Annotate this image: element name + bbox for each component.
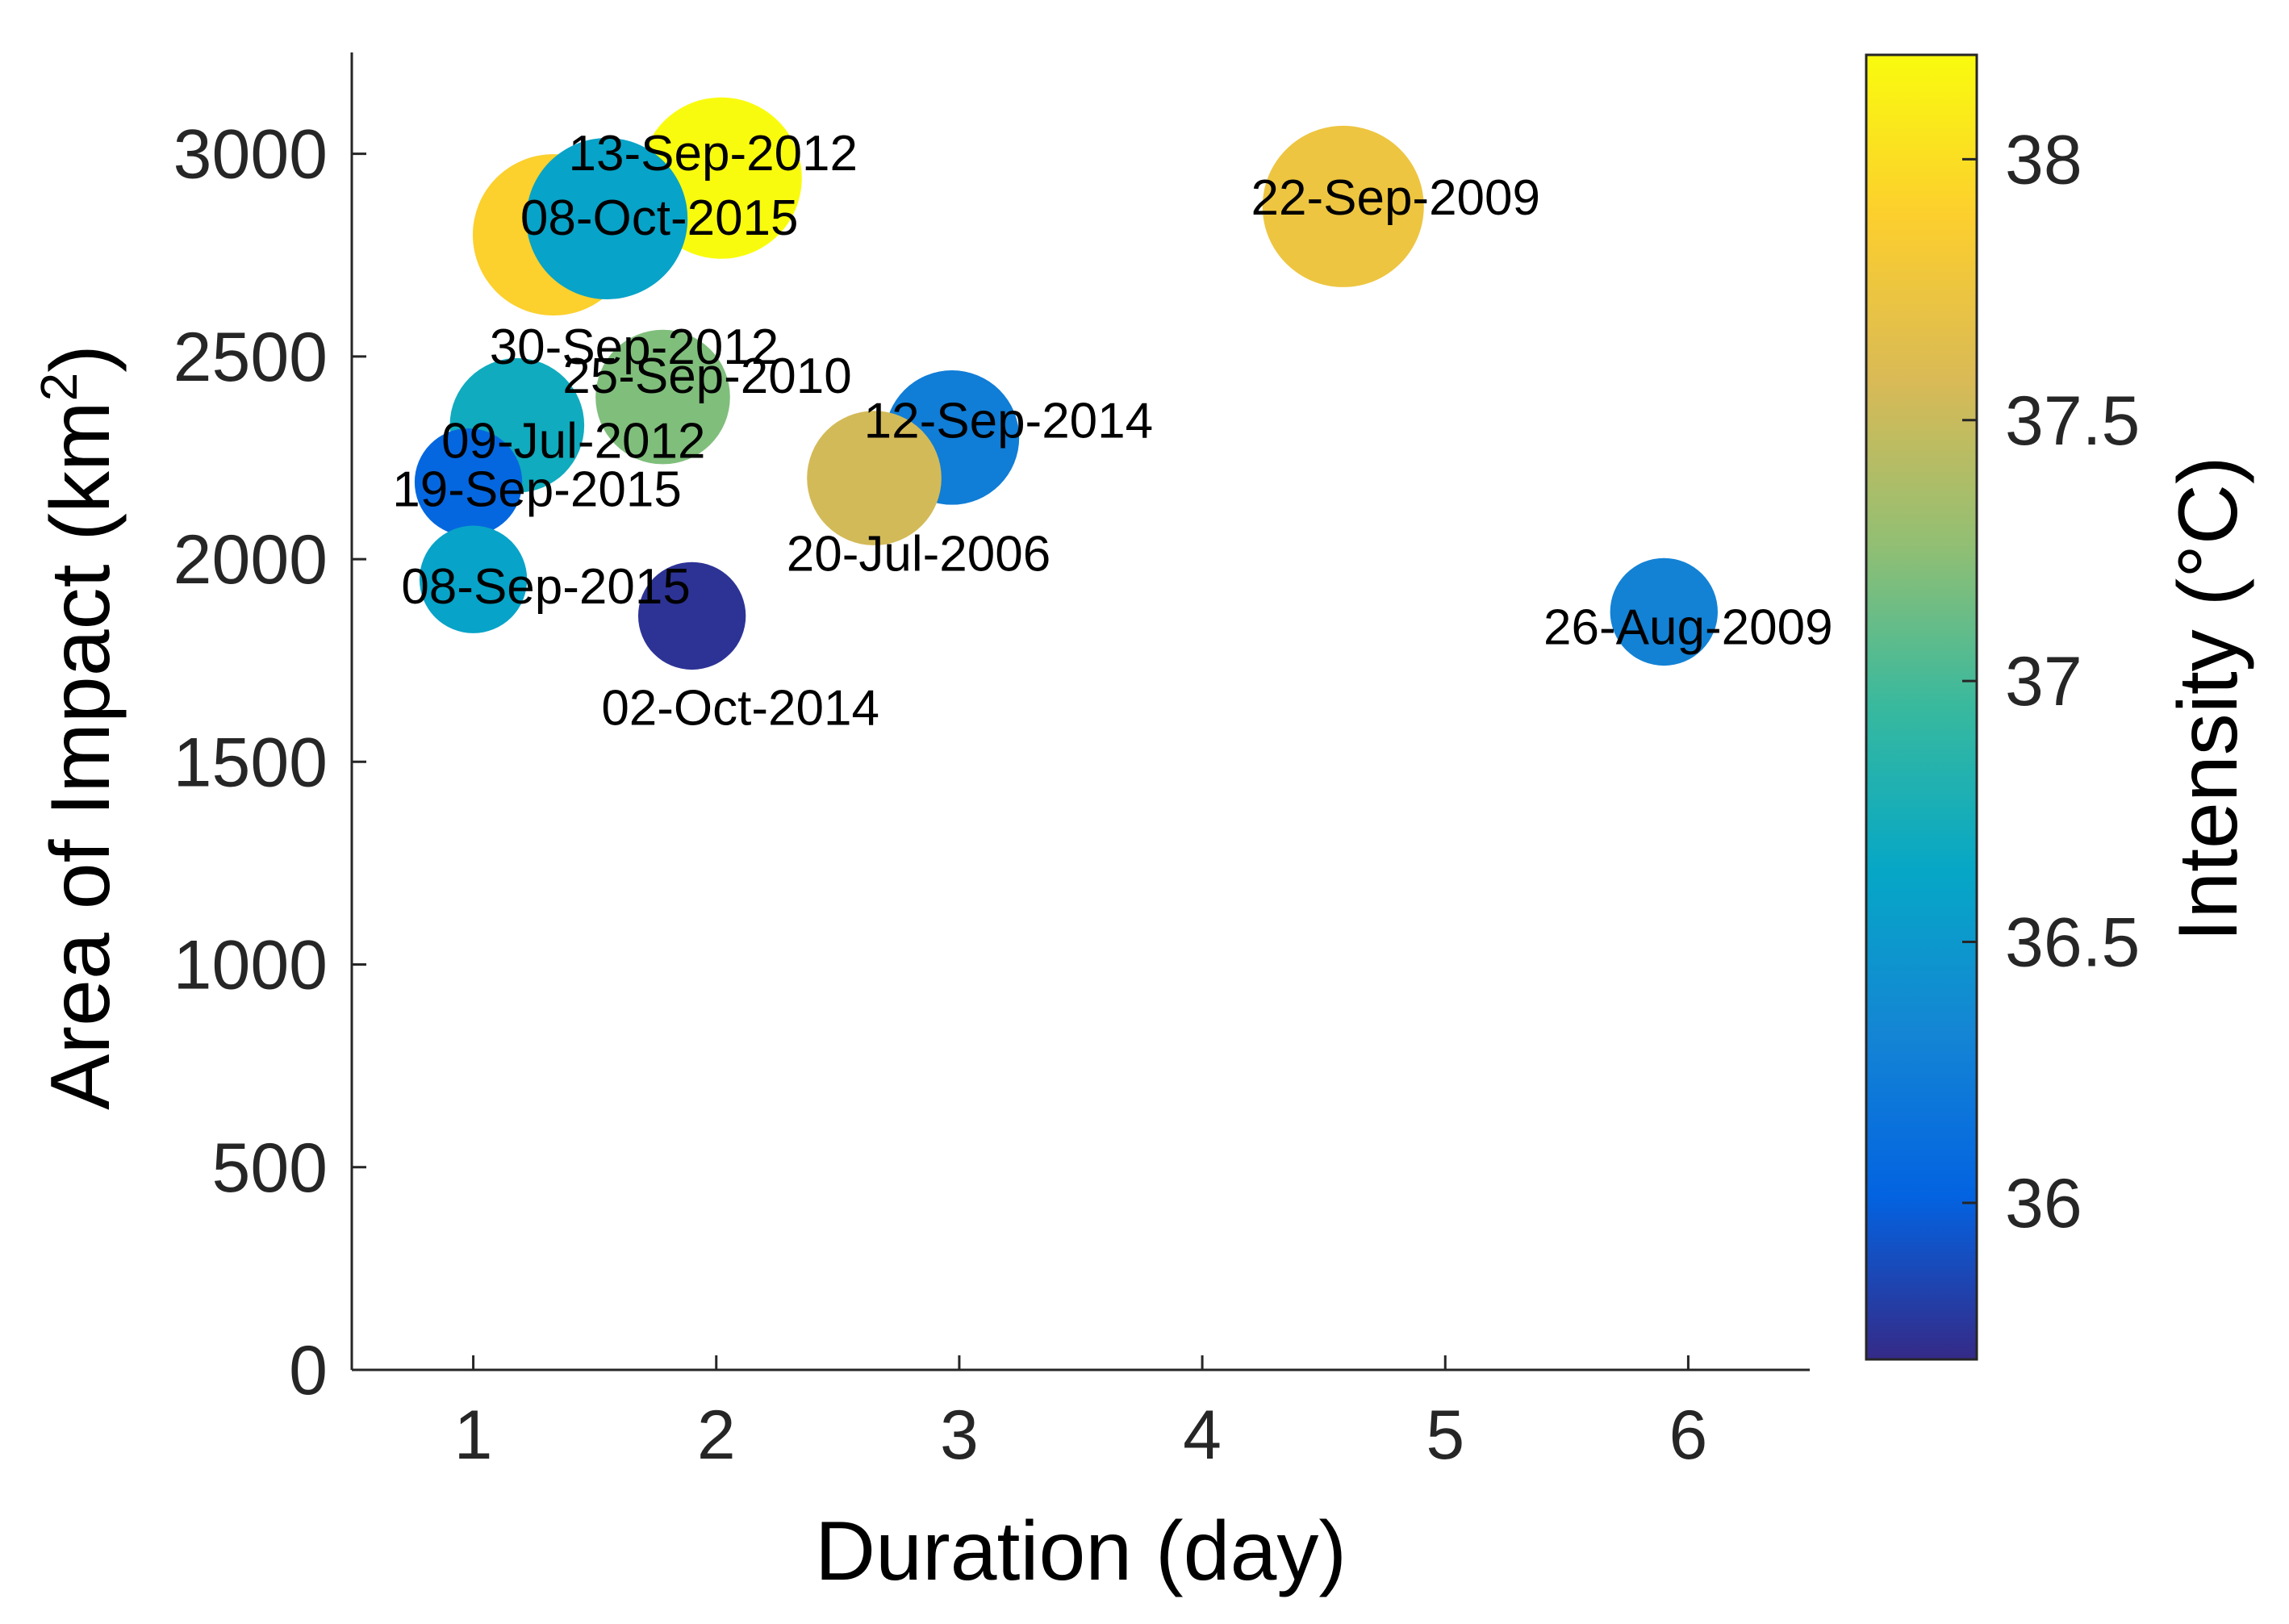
bubble-label: 08-Oct-2015 [520,190,799,246]
x-tick-label: 1 [454,1396,493,1474]
colorbar: 36 36.5 37 37.5 38 [1865,53,2140,1361]
y-tick-label: 1500 [173,724,328,801]
bubble-label: 13-Sep-2012 [569,126,858,182]
y-tick-label: 3000 [173,116,328,194]
y-tick-label: 2500 [173,319,328,396]
x-tick-label: 2 [697,1396,736,1474]
bubble-label: 30-Sep-2012 [490,319,779,375]
x-tick-label: 3 [940,1396,979,1474]
bubble-point [526,138,688,300]
colorbar-gradient [1865,53,1978,1361]
bubble-label: 08-Sep-2015 [401,559,691,615]
colorbar-tick-label: 36.5 [2005,904,2140,982]
colorbar-tick-label: 37 [2005,643,2082,720]
bubble-labels: 13-Sep-2012 30-Sep-2012 08-Oct-2015 22-Sep-… [392,126,1832,737]
bubbles [414,97,1718,670]
bubble-label: 19-Sep-2015 [392,462,682,518]
colorbar-tick-label: 37.5 [2005,382,2140,460]
y-tick-label: 2000 [173,521,328,599]
bubble-point [419,525,528,633]
y-tick-label: 0 [289,1332,328,1409]
x-tick-label: 6 [1669,1396,1707,1474]
bubble-point [637,562,746,670]
bubble-label: 25-Sep-2010 [562,349,852,404]
colorbar-title: Intensity (°C) [2162,456,2255,941]
bubble-label: 22-Sep-2009 [1251,170,1541,226]
y-tick-label: 1000 [173,927,328,1004]
y-tick-label: 500 [212,1129,328,1207]
bubble-label: 09-Jul-2012 [441,413,705,469]
x-axis-title: Duration (day) [815,1505,1347,1598]
bubble-label: 02-Oct-2014 [601,680,879,736]
bubble-point [1610,557,1718,666]
colorbar-tick-label: 38 [2005,121,2082,198]
bubble-label: 26-Aug-2009 [1543,599,1833,655]
x-tick-label: 4 [1183,1396,1222,1474]
y-axis-title: Area of Impact (km2) [30,344,127,1110]
x-tick-label: 5 [1426,1396,1464,1474]
bubble-label: 12-Sep-2014 [864,393,1154,449]
axes: 1 2 3 4 5 6 0 500 1000 1500 2000 2500 3000 [173,52,1810,1474]
bubble-point [807,411,942,545]
bubble-point [414,428,523,536]
colorbar-tick-label: 36 [2005,1165,2082,1242]
bubble-point [595,329,730,465]
bubble-point [1262,125,1424,287]
bubble-label: 20-Jul-2006 [787,527,1051,582]
